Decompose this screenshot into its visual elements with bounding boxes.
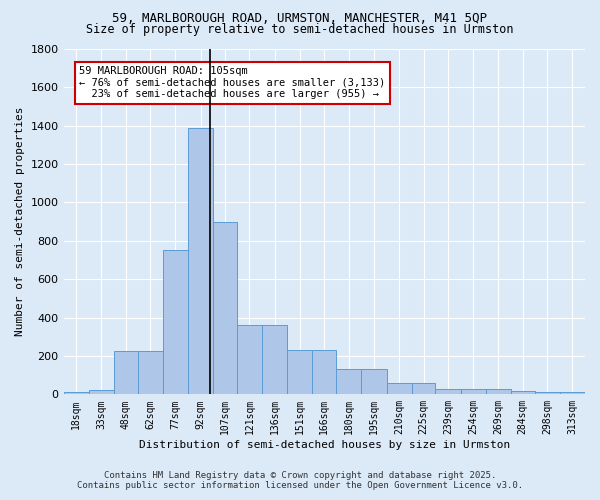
Bar (213, 222, 237, 394)
Bar (137, 351, 163, 395)
Text: 59, MARLBOROUGH ROAD, URMSTON, MANCHESTER, M41 5QP: 59, MARLBOROUGH ROAD, URMSTON, MANCHESTE… (113, 12, 487, 26)
X-axis label: Distribution of semi-detached houses by size in Urmston: Distribution of semi-detached houses by … (139, 440, 510, 450)
Text: 59 MARLBOROUGH ROAD: 105sqm
← 76% of semi-detached houses are smaller (3,133)
  : 59 MARLBOROUGH ROAD: 105sqm ← 76% of sem… (79, 66, 385, 100)
Bar (412, 383, 435, 394)
Bar (361, 370, 386, 394)
Bar (461, 388, 486, 394)
Bar (435, 388, 461, 394)
Bar (64, 392, 89, 394)
Bar (560, 392, 585, 394)
Bar (114, 351, 137, 395)
Bar (386, 383, 412, 394)
Bar (89, 390, 114, 394)
Text: Size of property relative to semi-detached houses in Urmston: Size of property relative to semi-detach… (86, 22, 514, 36)
Bar (163, 250, 188, 394)
Bar (511, 392, 535, 394)
Bar (336, 370, 361, 394)
Bar (262, 326, 287, 394)
Bar (313, 350, 336, 395)
Y-axis label: Number of semi-detached properties: Number of semi-detached properties (15, 107, 25, 336)
Text: Contains HM Land Registry data © Crown copyright and database right 2025.
Contai: Contains HM Land Registry data © Crown c… (77, 470, 523, 490)
Bar (535, 392, 560, 394)
Bar (237, 326, 262, 394)
Bar (287, 350, 313, 395)
Bar (486, 388, 511, 394)
Bar (188, 128, 213, 394)
